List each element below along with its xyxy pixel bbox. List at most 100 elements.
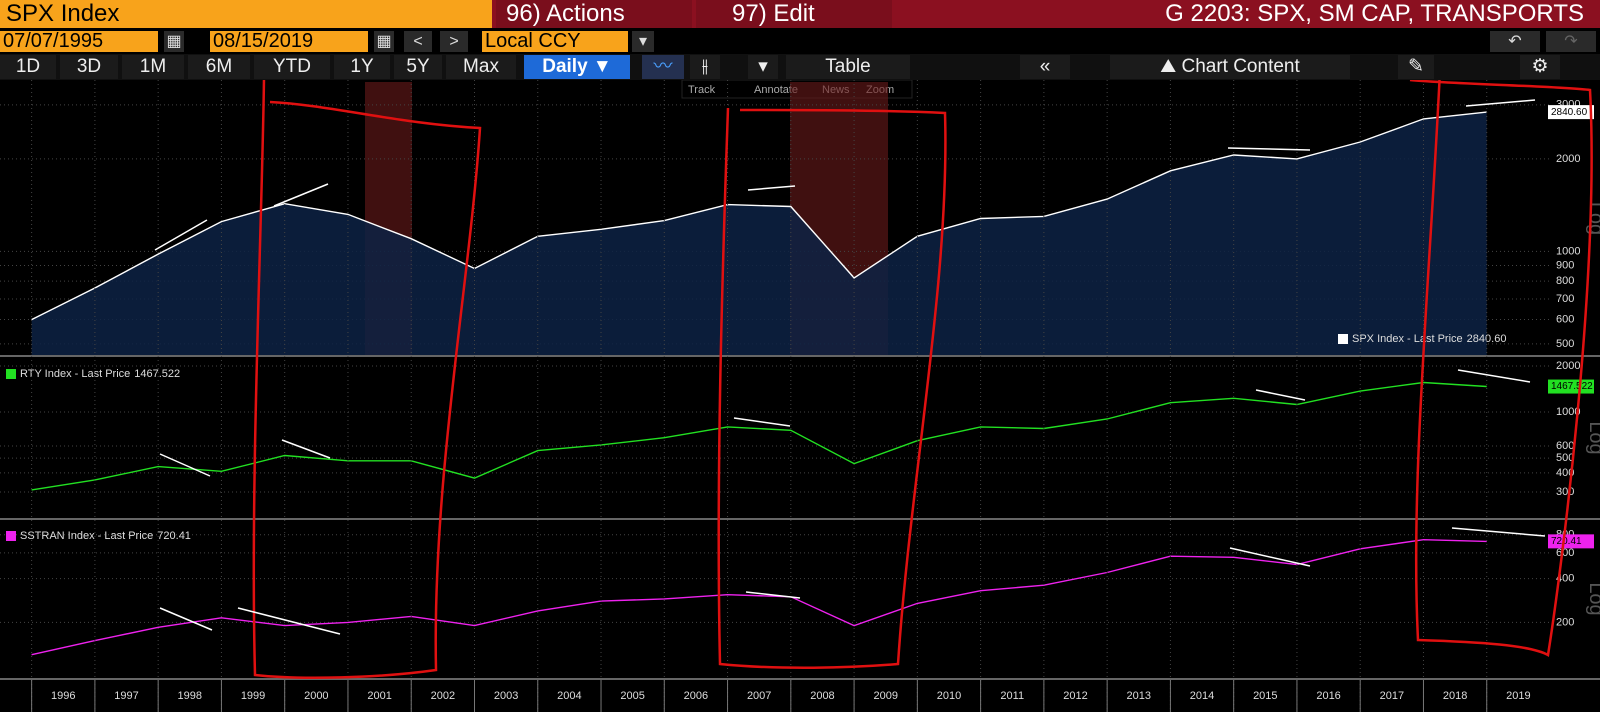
collapse-button[interactable]: «	[1020, 55, 1070, 79]
trend-line	[745, 591, 801, 599]
frequency-label: Daily	[542, 56, 588, 77]
hand-annotation	[252, 80, 482, 679]
x-tick-label: 2007	[747, 690, 771, 702]
y-tick-label: 400	[1556, 467, 1574, 479]
frequency-button[interactable]: Daily ▼	[524, 55, 630, 79]
last-price-value: 720.41	[1551, 536, 1582, 547]
y-tick-label: 500	[1556, 338, 1574, 350]
legend-last-price: 2840.60	[1467, 333, 1507, 345]
date-bar: 07/07/1995 ▦ 08/15/2019 ▦ < > Local CCY …	[0, 28, 1600, 54]
y-tick-label: 2000	[1556, 360, 1580, 372]
last-price-flag	[1548, 534, 1594, 549]
chart-toolbar: Daily ▼ 〰 ⫲ ▾ Table « ⛰ Chart Content ✎ …	[0, 54, 1600, 80]
next-button[interactable]: >	[440, 31, 468, 52]
x-tick-label: 2001	[367, 690, 391, 702]
header-bar: SPX Index 96) Actions 97) Edit G 2203: S…	[0, 0, 1600, 28]
prev-button[interactable]: <	[404, 31, 432, 52]
end-date[interactable]: 08/15/2019	[210, 31, 368, 52]
x-tick-label: 2003	[494, 690, 518, 702]
actions-menu[interactable]: 96) Actions	[496, 0, 692, 28]
undo-button[interactable]: ↶	[1490, 31, 1540, 52]
x-tick-label: 2006	[684, 690, 708, 702]
y-tick-label: 300	[1556, 486, 1574, 498]
x-tick-label: 1997	[114, 690, 138, 702]
y-tick-label: 1000	[1556, 245, 1580, 257]
period-button[interactable]: YTD	[254, 55, 330, 79]
trend-line	[237, 607, 341, 635]
x-tick-label: 2017	[1380, 690, 1404, 702]
y-tick-label: 200	[1556, 616, 1574, 628]
bar-chart-button[interactable]: ⫲	[690, 55, 720, 79]
trend-line	[733, 417, 791, 427]
x-tick-label: 2000	[304, 690, 328, 702]
x-tick-label: 2012	[1063, 690, 1087, 702]
period-button[interactable]: 5Y	[394, 55, 442, 79]
security-field[interactable]: SPX Index	[0, 0, 492, 28]
redo-button[interactable]: ↷	[1546, 31, 1596, 52]
y-tick-label: 600	[1556, 440, 1574, 452]
legend-last-price: 1467.522	[134, 368, 180, 380]
trend-line	[1255, 389, 1306, 401]
y-tick-label: 2000	[1556, 153, 1580, 165]
period-button[interactable]: 1M	[122, 55, 184, 79]
calendar-button[interactable]: ▦	[374, 31, 394, 52]
chart-tool: Annotate	[754, 84, 798, 96]
trend-line	[1465, 99, 1536, 107]
y-tick-label: 500	[1556, 452, 1574, 464]
settings-button[interactable]: ⚙	[1520, 55, 1560, 79]
currency-field[interactable]: Local CCY	[482, 31, 628, 52]
x-tick-label: 2008	[810, 690, 834, 702]
x-tick-label: 2014	[1190, 690, 1214, 702]
y-tick-label: 1000	[1556, 406, 1580, 418]
x-tick-label: 1996	[51, 690, 75, 702]
x-tick-label: 2015	[1253, 690, 1277, 702]
trend-line	[159, 453, 211, 477]
x-tick-label: 2010	[937, 690, 961, 702]
legend-name: SSTRAN Index - Last Price	[20, 530, 153, 542]
hand-annotation	[1409, 80, 1593, 657]
trend-line	[154, 219, 208, 251]
edit-chart-button[interactable]: ✎	[1398, 55, 1434, 79]
hand-annotation	[717, 107, 947, 670]
period-button[interactable]: 1D	[0, 55, 56, 79]
chart-type-dropdown[interactable]: ▾	[748, 55, 778, 79]
price-line	[31, 111, 1487, 321]
table-button[interactable]: Table	[786, 55, 910, 79]
period-button[interactable]: 6M	[188, 55, 250, 79]
axis-scale-label: Log	[1585, 421, 1600, 454]
period-button[interactable]: 1Y	[334, 55, 390, 79]
price-line	[31, 381, 1487, 491]
trend-line	[1229, 547, 1311, 567]
price-line	[31, 538, 1487, 656]
start-date[interactable]: 07/07/1995	[0, 31, 158, 52]
x-tick-label: 2009	[873, 690, 897, 702]
line-chart-button[interactable]: 〰	[642, 55, 684, 79]
legend-name: SPX Index - Last Price	[1352, 333, 1463, 345]
chart-area: TrackAnnotateNewsZoom5006007008009001000…	[0, 80, 1600, 712]
y-tick-label: 400	[1556, 572, 1574, 584]
trend-line	[1451, 527, 1546, 537]
legend-name: RTY Index - Last Price	[20, 368, 130, 380]
legend-entry: SPX Index - Last Price 2840.60	[1352, 333, 1506, 345]
legend-swatch	[1338, 334, 1348, 344]
x-tick-label: 2004	[557, 690, 581, 702]
trend-line	[747, 185, 796, 191]
last-price-flag	[1548, 379, 1594, 394]
chart-content-button[interactable]: ⛰ Chart Content	[1110, 55, 1350, 79]
period-button[interactable]: 3D	[60, 55, 118, 79]
last-price-value: 1467.522	[1551, 381, 1593, 392]
legend-swatch	[6, 369, 16, 379]
currency-dropdown[interactable]: ▾	[632, 31, 654, 52]
x-tick-label: 1998	[178, 690, 202, 702]
calendar-button[interactable]: ▦	[164, 31, 184, 52]
trend-line	[159, 607, 213, 631]
trend-line	[1227, 147, 1311, 151]
window-title: G 2203: SPX, SM CAP, TRANSPORTS	[1165, 0, 1584, 27]
last-price-value: 2840.60	[1551, 107, 1588, 118]
y-tick-label: 800	[1556, 275, 1574, 287]
x-tick-label: 2018	[1443, 690, 1467, 702]
edit-menu[interactable]: 97) Edit	[696, 0, 892, 28]
period-button[interactable]: Max	[446, 55, 516, 79]
y-tick-label: 600	[1556, 547, 1574, 559]
